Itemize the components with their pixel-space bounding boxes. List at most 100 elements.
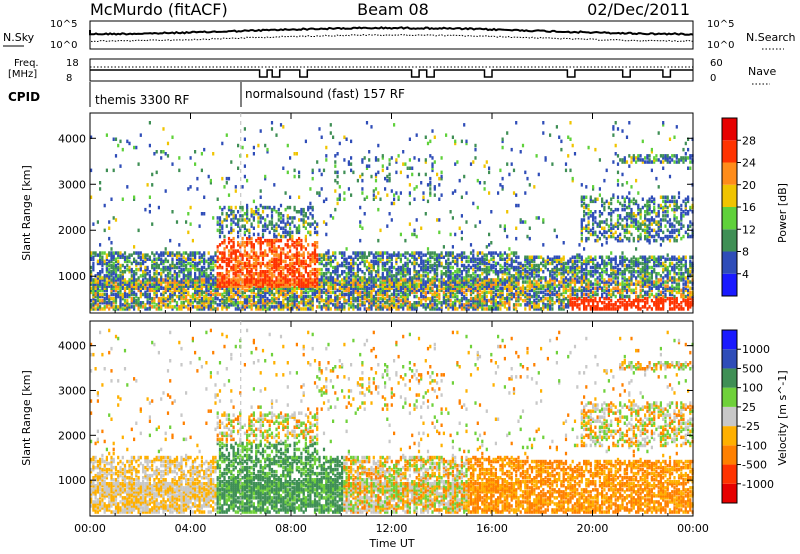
- echo-cell: [429, 307, 432, 311]
- echo-cell: [112, 255, 115, 259]
- echo-cell: [270, 272, 274, 276]
- echo-cell: [291, 305, 294, 309]
- echo-cell: [300, 298, 303, 303]
- echo-cell: [96, 307, 99, 311]
- echo-cell: [173, 272, 176, 276]
- echo-cell: [481, 290, 484, 295]
- echo-cell: [148, 303, 151, 307]
- echo-cell: [261, 224, 265, 228]
- echo-cell: [501, 278, 504, 282]
- echo-cell: [284, 228, 287, 233]
- echo-cell: [214, 284, 217, 288]
- echo-cell: [544, 296, 547, 301]
- echo-cell: [332, 284, 335, 288]
- echo-cell: [316, 288, 319, 293]
- echo-cell: [404, 278, 407, 282]
- echo-cell: [200, 278, 203, 282]
- echo-cell: [521, 284, 525, 288]
- echo-cell: [241, 255, 244, 259]
- echo-cell: [92, 280, 95, 284]
- echo-cell: [535, 280, 538, 284]
- echo-cell: [413, 301, 416, 305]
- echo-cell: [252, 303, 255, 307]
- echo-cell: [293, 224, 296, 228]
- echo-cell: [580, 290, 583, 295]
- echo-cell: [90, 251, 93, 255]
- echo-cell: [388, 296, 391, 301]
- echo-cell: [282, 286, 285, 290]
- echo-cell: [413, 286, 416, 290]
- echo-cell: [374, 259, 378, 264]
- echo-cell: [426, 276, 430, 280]
- echo-cell: [268, 286, 271, 290]
- echo-cell: [386, 307, 389, 311]
- echo-cell: [347, 286, 350, 290]
- echo-cell: [483, 284, 486, 288]
- echo-cell: [207, 174, 210, 179]
- echo-cell: [160, 272, 163, 276]
- echo-cell: [322, 253, 326, 257]
- echo-cell: [467, 270, 470, 274]
- echo-cell: [182, 267, 185, 272]
- echo-cell: [352, 170, 355, 175]
- echo-cell: [332, 278, 335, 282]
- echo-cell: [363, 253, 366, 257]
- echo-cell: [490, 290, 493, 295]
- echo-cell: [456, 307, 459, 311]
- echo-cell: [252, 274, 255, 278]
- echo-cell: [117, 251, 120, 255]
- echo-cell: [408, 301, 411, 305]
- echo-cell: [137, 228, 140, 233]
- echo-cell: [397, 305, 400, 309]
- echo-cell: [103, 278, 106, 282]
- echo-cell: [92, 278, 95, 282]
- echo-cell: [397, 154, 400, 158]
- echo-cell: [105, 294, 108, 299]
- echo-cell: [447, 263, 450, 268]
- echo-cell: [239, 228, 242, 233]
- echo-cell: [295, 226, 298, 230]
- echo-cell: [370, 265, 373, 270]
- echo-cell: [248, 286, 251, 290]
- echo-cell: [295, 286, 298, 290]
- echo-cell: [478, 251, 482, 255]
- echo-cell: [293, 280, 296, 284]
- echo-cell: [133, 195, 136, 199]
- echo-cell: [182, 270, 185, 274]
- echo-cell: [99, 298, 102, 303]
- echo-cell: [338, 296, 341, 301]
- echo-cell: [90, 195, 93, 199]
- echo-cell: [252, 278, 255, 282]
- echo-cell: [119, 307, 122, 311]
- echo-cell: [580, 267, 583, 272]
- echo-cell: [166, 154, 170, 158]
- echo-cell: [189, 276, 192, 280]
- echo-cell: [424, 307, 427, 311]
- echo-cell: [347, 290, 350, 295]
- echo-cell: [279, 255, 283, 259]
- echo-cell: [300, 238, 303, 243]
- echo-cell: [517, 274, 520, 278]
- echo-cell: [526, 280, 529, 284]
- echo-cell: [506, 267, 509, 272]
- echo-cell: [558, 135, 561, 139]
- echo-cell: [490, 263, 493, 268]
- echo-cell: [544, 276, 547, 280]
- echo-cell: [341, 272, 344, 276]
- echo-cell: [255, 205, 258, 210]
- echo-cell: [549, 286, 552, 290]
- echo-cell: [535, 267, 538, 272]
- echo-cell: [270, 249, 274, 253]
- echo-cell: [175, 255, 179, 259]
- echo-cell: [436, 307, 439, 311]
- echo-cell: [388, 158, 391, 162]
- echo-cell: [395, 298, 398, 303]
- echo-cell: [365, 282, 369, 286]
- echo-cell: [237, 274, 240, 278]
- echo-cell: [354, 274, 357, 278]
- echo-cell: [128, 282, 131, 286]
- echo-cell: [393, 288, 396, 293]
- echo-cell: [225, 288, 228, 293]
- echo-cell: [377, 158, 380, 162]
- echo-cell: [268, 259, 271, 264]
